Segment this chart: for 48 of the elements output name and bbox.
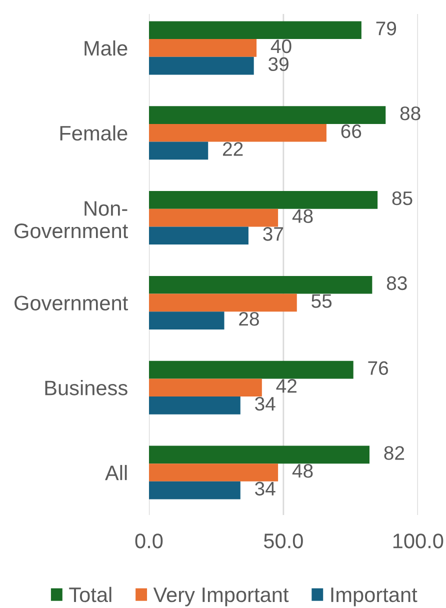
- data-label: 85: [392, 191, 412, 206]
- bar: [148, 39, 257, 57]
- bar: [148, 378, 262, 397]
- legend-label: Total: [69, 586, 112, 602]
- data-label: 66: [341, 124, 362, 138]
- data-label: 48: [292, 464, 313, 478]
- x-tick-label: 0.0: [135, 534, 163, 548]
- bar: [148, 191, 378, 209]
- data-label: 83: [386, 276, 407, 290]
- data-label: 34: [255, 482, 276, 496]
- data-label: 79: [376, 22, 396, 36]
- y-tick-label: All: [105, 464, 127, 480]
- bar: [148, 142, 208, 160]
- bar: [148, 276, 372, 294]
- bar: [148, 360, 354, 379]
- data-label: 37: [263, 227, 284, 241]
- data-label: 55: [312, 294, 332, 308]
- y-tick-label: Business: [45, 380, 128, 396]
- legend-label: Very Important: [153, 588, 289, 606]
- bar: [148, 124, 326, 142]
- bar: [148, 396, 240, 414]
- data-label: 88: [400, 106, 420, 120]
- data-label: 42: [276, 379, 296, 393]
- bar: [148, 464, 278, 482]
- bar: [148, 208, 278, 227]
- bar: [148, 226, 248, 245]
- data-label: 76: [368, 361, 388, 375]
- y-tick-label: Non-Government: [14, 201, 128, 238]
- bar: [148, 446, 370, 464]
- y-tick-label: Female: [60, 125, 128, 141]
- data-label: 39: [268, 57, 288, 71]
- y-tick-label: Government: [14, 296, 128, 310]
- bar: [148, 56, 254, 75]
- y-tick-label: Male: [84, 40, 128, 56]
- data-label: 82: [384, 446, 404, 460]
- bar: [148, 312, 224, 330]
- bar: [148, 294, 297, 312]
- bar: [148, 106, 386, 124]
- data-label: 22: [223, 142, 243, 156]
- legend-label: Important: [331, 588, 418, 606]
- bar: [148, 21, 362, 40]
- x-tick-label: 100.0: [393, 534, 444, 548]
- data-label: 40: [270, 39, 292, 54]
- data-label: 34: [255, 396, 276, 411]
- data-label: 48: [292, 209, 313, 223]
- bar: [148, 481, 240, 500]
- x-tick-label: 50.0: [264, 534, 303, 548]
- data-label: 28: [239, 312, 259, 326]
